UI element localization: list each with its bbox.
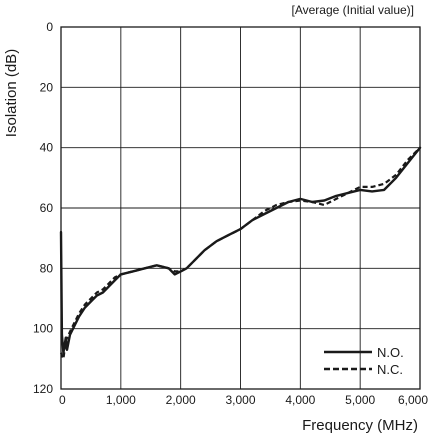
y-tick-label: 100 [33, 322, 53, 336]
grid [60, 26, 421, 390]
x-tick-label: 0 [59, 393, 66, 407]
x-axis-label: Frequency (MHz) [302, 417, 418, 434]
chart-note: [Average (Initial value)] [291, 3, 414, 17]
y-tick-label: 60 [40, 201, 54, 215]
y-tick-label: 120 [33, 382, 53, 396]
y-tick-label: 80 [40, 261, 54, 275]
x-tick-label: 4,000 [285, 393, 315, 407]
y-tick-label: 20 [40, 80, 54, 94]
x-tick-label: 5,000 [345, 393, 375, 407]
x-tick-label: 3,000 [225, 393, 255, 407]
x-tick-label: 6,000 [398, 393, 428, 407]
series-line-n-c [59, 146, 421, 360]
legend-label: N.O. [377, 345, 404, 360]
y-axis-ticks: 0 20 40 60 80 100 120 [33, 20, 53, 396]
x-tick-label: 1,000 [106, 393, 136, 407]
y-tick-label: 0 [46, 20, 53, 34]
y-axis-label: Isolation (dB) [3, 49, 20, 137]
legend-label: N.C. [377, 362, 403, 377]
x-axis-ticks: 0 1,000 2,000 3,000 4,000 5,000 6,000 [59, 393, 428, 407]
x-tick-label: 2,000 [166, 393, 196, 407]
y-tick-label: 40 [40, 141, 54, 155]
plot-frame [60, 26, 421, 390]
legend: N.O. N.C. [324, 345, 404, 377]
series-layer [59, 146, 422, 360]
